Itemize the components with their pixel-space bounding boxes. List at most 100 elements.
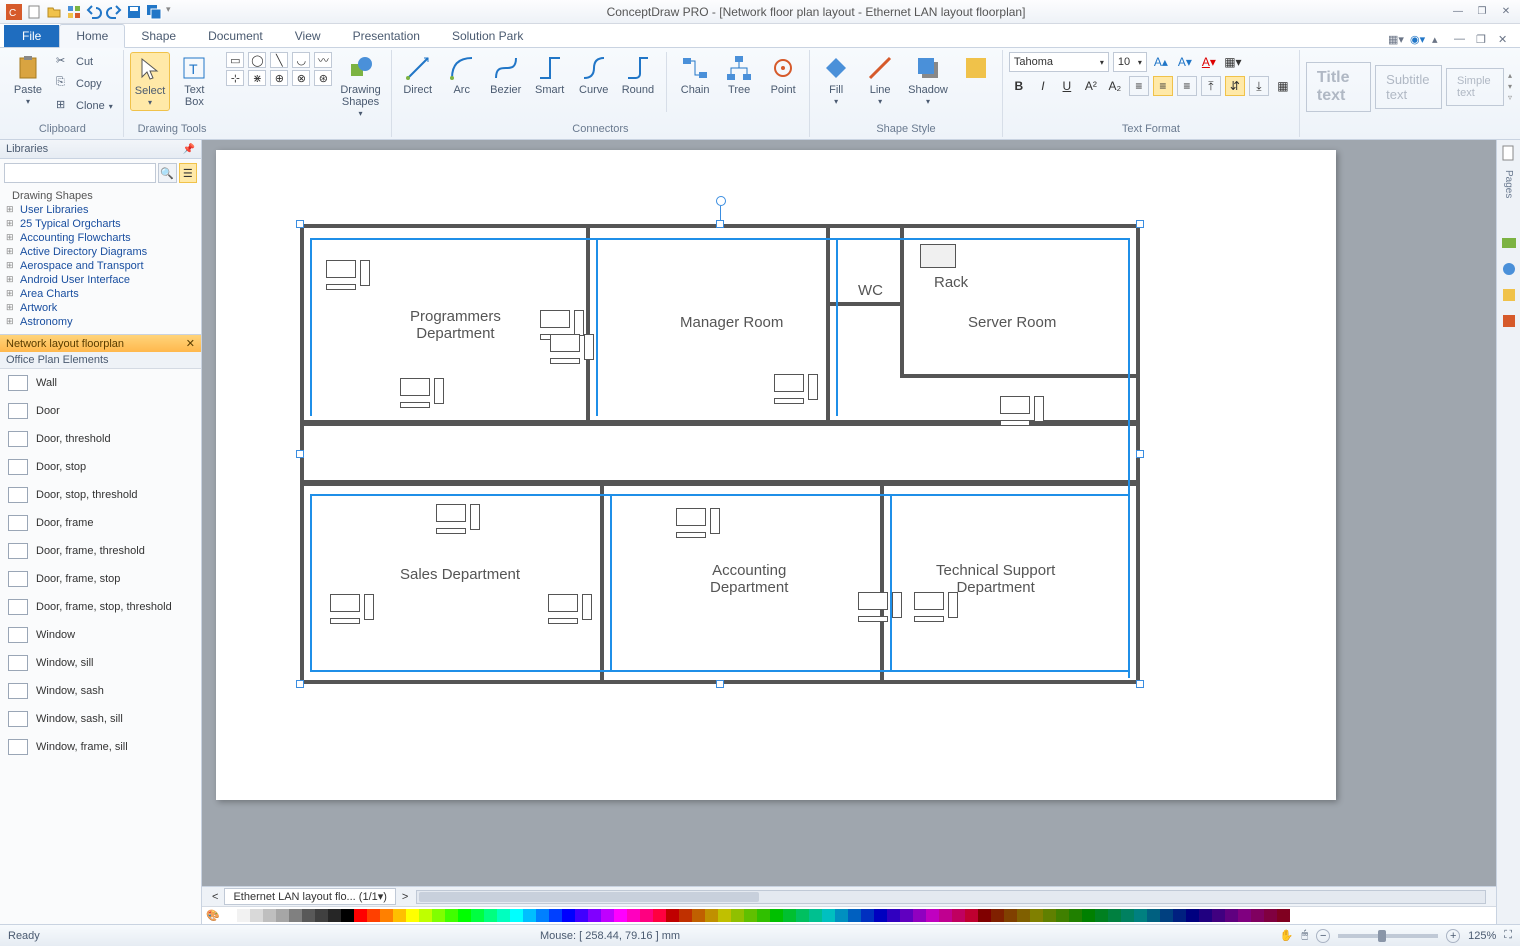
color-swatch[interactable]	[952, 909, 965, 922]
network-cable[interactable]	[836, 238, 838, 416]
tree-item[interactable]: Area Charts	[2, 287, 199, 301]
shape-item[interactable]: Door, frame	[0, 509, 201, 537]
shape-t5[interactable]: ⊛	[314, 70, 332, 86]
cut-button[interactable]: ✂Cut	[52, 52, 117, 72]
shape-item[interactable]: Door, frame, stop, threshold	[0, 593, 201, 621]
color-swatch[interactable]	[432, 909, 445, 922]
shape-item[interactable]: Window	[0, 621, 201, 649]
tree-item[interactable]: Astronomy	[2, 315, 199, 329]
shape-item[interactable]: Window, sash, sill	[0, 705, 201, 733]
close-inner-icon[interactable]: ✕	[1498, 5, 1514, 19]
tree-item[interactable]: Android User Interface	[2, 273, 199, 287]
shape-item[interactable]: Door, frame, threshold	[0, 537, 201, 565]
color-swatch[interactable]	[510, 909, 523, 922]
color-swatch[interactable]	[1030, 909, 1043, 922]
color-swatch[interactable]	[224, 909, 237, 922]
shape-item[interactable]: Window, sill	[0, 649, 201, 677]
computer-device[interactable]	[1000, 396, 1044, 426]
color-swatch[interactable]	[562, 909, 575, 922]
shrink-font-button[interactable]: A▾	[1175, 52, 1195, 72]
color-swatch[interactable]	[341, 909, 354, 922]
drawing-paper[interactable]: Programmers DepartmentManager RoomWCServ…	[216, 150, 1336, 800]
align-left-button[interactable]: ≡	[1129, 76, 1149, 96]
color-swatch[interactable]	[861, 909, 874, 922]
network-cable[interactable]	[310, 670, 1130, 672]
shape-item[interactable]: Door	[0, 397, 201, 425]
color-swatch[interactable]	[1173, 909, 1186, 922]
grid-icon[interactable]	[66, 4, 82, 20]
color-swatch[interactable]	[315, 909, 328, 922]
style-gallery-button[interactable]	[956, 52, 996, 84]
color-swatch[interactable]	[705, 909, 718, 922]
file-tab[interactable]: File	[4, 25, 59, 47]
floorplan-wall[interactable]	[586, 224, 590, 420]
tab-home[interactable]: Home	[59, 24, 125, 48]
shape-t2[interactable]: ⋇	[248, 70, 266, 86]
bold-button[interactable]: B	[1009, 76, 1029, 96]
library-search-input[interactable]	[4, 163, 156, 183]
color-swatch[interactable]	[731, 909, 744, 922]
computer-device[interactable]	[914, 592, 958, 622]
paste-button[interactable]: Paste ▾	[8, 52, 48, 109]
computer-device[interactable]	[774, 374, 818, 404]
shape-arc[interactable]: ◡	[292, 52, 310, 68]
color-swatch[interactable]	[679, 909, 692, 922]
color-swatch[interactable]	[783, 909, 796, 922]
color-swatch[interactable]	[328, 909, 341, 922]
library-section-header[interactable]: Office Plan Elements	[0, 352, 201, 369]
library-header[interactable]: Network layout floorplan ✕	[0, 335, 201, 352]
shadow-button[interactable]: Shadow▾	[904, 52, 952, 109]
room-label[interactable]: WC	[858, 282, 883, 299]
align-middle-button[interactable]: ⇵	[1225, 76, 1245, 96]
color-swatch[interactable]	[302, 909, 315, 922]
color-swatch[interactable]	[1160, 909, 1173, 922]
tab-view[interactable]: View	[279, 25, 337, 47]
shape-rect[interactable]: ▭	[226, 52, 244, 68]
shape-item[interactable]: Window, sash	[0, 677, 201, 705]
shape-ellipse[interactable]: ◯	[248, 52, 266, 68]
network-cable[interactable]	[310, 238, 312, 416]
network-cable[interactable]	[310, 238, 1130, 240]
color-swatch[interactable]	[692, 909, 705, 922]
page-tab[interactable]: Ethernet LAN layout flo... (1/1▾)	[224, 888, 395, 905]
restore-inner-icon[interactable]: ❐	[1474, 5, 1490, 19]
color-swatch[interactable]	[965, 909, 978, 922]
color-swatch[interactable]	[718, 909, 731, 922]
zoom-slider-thumb[interactable]	[1378, 930, 1386, 942]
color-swatch[interactable]	[406, 909, 419, 922]
server-rack[interactable]	[920, 244, 956, 268]
simple-text-sample[interactable]: Simple text	[1446, 68, 1504, 106]
tree-item[interactable]: Artwork	[2, 301, 199, 315]
save-all-icon[interactable]	[146, 4, 162, 20]
layout-icon[interactable]: ▦▾	[1388, 33, 1402, 47]
fill-button[interactable]: Fill▾	[816, 52, 856, 109]
minimize-inner-icon[interactable]: —	[1450, 5, 1466, 19]
shapes-list[interactable]: WallDoorDoor, thresholdDoor, stopDoor, s…	[0, 369, 201, 924]
color-swatch[interactable]	[796, 909, 809, 922]
connector-smart[interactable]: Smart	[530, 52, 570, 98]
select-button[interactable]: Select ▾	[130, 52, 171, 111]
selection-handle[interactable]	[716, 680, 724, 688]
color-swatch[interactable]	[614, 909, 627, 922]
textbox-button[interactable]: T Text Box	[174, 52, 214, 110]
floorplan-wall[interactable]	[300, 480, 1140, 486]
color-swatch[interactable]	[484, 909, 497, 922]
color-swatch[interactable]	[380, 909, 393, 922]
floorplan-wall[interactable]	[826, 224, 830, 420]
shape-item[interactable]: Door, frame, stop	[0, 565, 201, 593]
color-swatch[interactable]	[1017, 909, 1030, 922]
floorplan-wall[interactable]	[880, 484, 884, 684]
shape-item[interactable]: Door, threshold	[0, 425, 201, 453]
tree-item[interactable]: User Libraries	[2, 203, 199, 217]
grow-font-button[interactable]: A▴	[1151, 52, 1171, 72]
color-swatch[interactable]	[588, 909, 601, 922]
tab-presentation[interactable]: Presentation	[337, 25, 436, 47]
qat-more-icon[interactable]: ▾	[166, 4, 182, 20]
connector-arc[interactable]: Arc	[442, 52, 482, 98]
color-swatch[interactable]	[549, 909, 562, 922]
color-swatch[interactable]	[770, 909, 783, 922]
color-swatch[interactable]	[913, 909, 926, 922]
room-label[interactable]: Programmers Department	[410, 308, 501, 342]
pages-panel-icon[interactable]	[1500, 144, 1518, 162]
superscript-button[interactable]: A²	[1081, 76, 1101, 96]
